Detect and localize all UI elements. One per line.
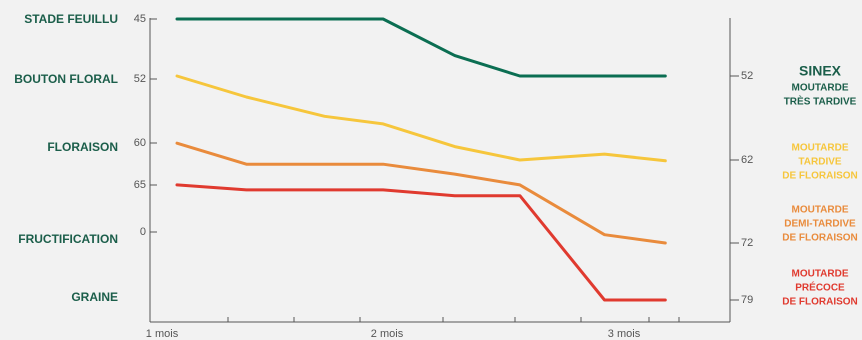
- x-tick-label: 2 mois: [371, 328, 404, 340]
- left-tick-label: 45: [134, 13, 146, 25]
- legend-entry-text: PRÉCOCE: [795, 281, 845, 294]
- stage-label: FRUCTIFICATION: [18, 232, 118, 246]
- legend-entry-text: MOUTARDE: [791, 269, 848, 280]
- legend-brand-title: SINEX: [799, 63, 842, 79]
- right-tick-label: 72: [741, 237, 753, 249]
- legend-entry-text: DE FLORAISON: [782, 171, 858, 182]
- legend-entry-text: DE FLORAISON: [782, 233, 858, 244]
- series-line: [175, 17, 667, 78]
- series-line: [175, 74, 667, 163]
- right-tick-label: 62: [741, 154, 753, 166]
- left-tick-label: 60: [134, 137, 146, 149]
- legend-entry-text: TRÈS TARDIVE: [784, 95, 857, 108]
- stage-label: STADE FEUILLU: [24, 12, 118, 26]
- series-line: [175, 141, 667, 245]
- legend-entry-text: MOUTARDE: [791, 83, 848, 94]
- x-tick-label: 1 mois: [146, 328, 179, 340]
- legend-entry-text: MOUTARDE: [791, 143, 848, 154]
- legend-entry-text: DE FLORAISON: [782, 297, 858, 308]
- left-tick-label: 52: [134, 73, 146, 85]
- legend-entry-text: MOUTARDE: [791, 205, 848, 216]
- left-tick-label: 65: [134, 179, 146, 191]
- right-tick-label: 52: [741, 70, 753, 82]
- right-tick-label: 79: [741, 294, 753, 306]
- x-tick-label: 3 mois: [608, 328, 641, 340]
- series-line: [175, 183, 667, 302]
- legend-entry-text: TARDIVE: [798, 157, 841, 168]
- stage-label: FLORAISON: [47, 140, 118, 154]
- legend-entry-text: DEMI-TARDIVE: [784, 219, 856, 230]
- stage-label: GRAINE: [71, 290, 118, 304]
- left-tick-label: 0: [140, 226, 146, 238]
- stage-label: BOUTON FLORAL: [14, 72, 118, 86]
